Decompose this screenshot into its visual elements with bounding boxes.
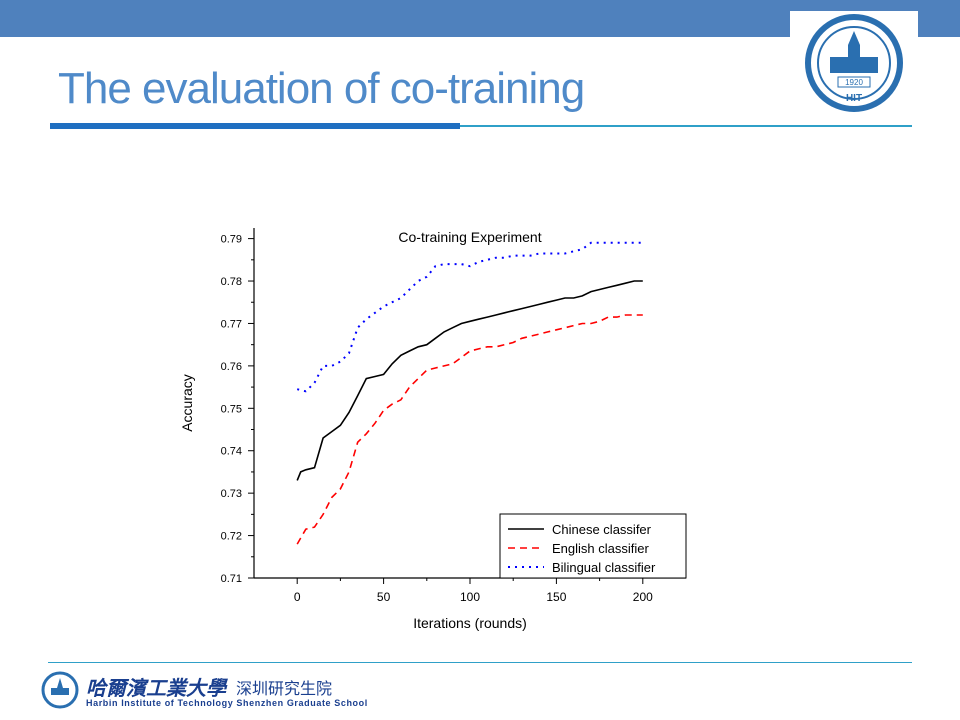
legend-label: English classifier bbox=[552, 541, 649, 556]
y-tick-label: 0.79 bbox=[221, 234, 242, 246]
x-tick-label: 50 bbox=[377, 590, 391, 604]
y-tick-label: 0.77 bbox=[221, 318, 242, 330]
y-tick-label: 0.78 bbox=[221, 276, 242, 288]
footer-divider bbox=[48, 662, 912, 663]
y-tick-label: 0.71 bbox=[221, 573, 242, 585]
title-underline-thick bbox=[50, 123, 460, 129]
footer-campus-name-cn: 深圳研究生院 bbox=[236, 679, 333, 698]
footer-emblem-icon bbox=[41, 671, 79, 709]
series-line-3 bbox=[296, 241, 643, 393]
x-tick-label: 0 bbox=[294, 590, 301, 604]
footer-logo bbox=[40, 668, 80, 712]
logo-building-base bbox=[830, 57, 878, 73]
y-axis-label: Accuracy bbox=[179, 374, 195, 432]
legend-label: Chinese classifer bbox=[552, 522, 652, 537]
hit-logo-emblem: 1920 HIT bbox=[805, 14, 903, 112]
chart-container: 0.71 0.72 0.73 0.74 0.75 0.76 0.77 0.78 0.79 0 50 1… bbox=[170, 218, 700, 638]
logo-building-tower bbox=[848, 45, 860, 59]
logo-year-plate bbox=[837, 76, 871, 88]
y-tick-label: 0.73 bbox=[221, 488, 242, 500]
logo-year: 1920 bbox=[845, 78, 863, 87]
logo-building-spire bbox=[848, 31, 860, 45]
y-tick-label: 0.75 bbox=[221, 403, 242, 415]
footer-university-name-en: Harbin Institute of Technology Shenzhen … bbox=[86, 698, 368, 708]
chart-series bbox=[296, 241, 643, 545]
line-chart: 0.71 0.72 0.73 0.74 0.75 0.76 0.77 0.78 0.79 0 50 1… bbox=[179, 228, 687, 631]
y-tick-label: 0.76 bbox=[221, 361, 242, 373]
x-tick-label: 100 bbox=[460, 590, 480, 604]
chart-legend: Chinese classifer English classifier Bilin… bbox=[499, 513, 687, 579]
legend-label: Bilingual classifier bbox=[552, 560, 656, 575]
y-tick-label: 0.72 bbox=[221, 531, 242, 543]
footer-emblem-building bbox=[51, 688, 69, 695]
x-axis-label: Iterations (rounds) bbox=[413, 615, 527, 631]
footer-emblem-ring bbox=[41, 671, 79, 709]
series-line-2 bbox=[296, 314, 643, 545]
logo-gear-ring bbox=[805, 14, 903, 112]
footer-university-name-cn: 哈爾濱工業大學 bbox=[86, 676, 226, 700]
logo-letters: HIT bbox=[846, 93, 862, 104]
footer-emblem-spire bbox=[57, 678, 63, 688]
hit-logo: 1920 HIT bbox=[790, 11, 918, 115]
x-tick-label: 150 bbox=[546, 590, 566, 604]
chart-axes: 0.71 0.72 0.73 0.74 0.75 0.76 0.77 0.78 0.79 0 50 1… bbox=[221, 228, 686, 604]
x-tick-label: 200 bbox=[633, 590, 653, 604]
series-line-1 bbox=[296, 280, 643, 481]
chart-title: Co-training Experiment bbox=[398, 229, 541, 245]
slide-title: The evaluation of co-training bbox=[58, 64, 585, 113]
y-tick-label: 0.74 bbox=[221, 446, 242, 458]
title-underline-thin bbox=[460, 125, 912, 127]
